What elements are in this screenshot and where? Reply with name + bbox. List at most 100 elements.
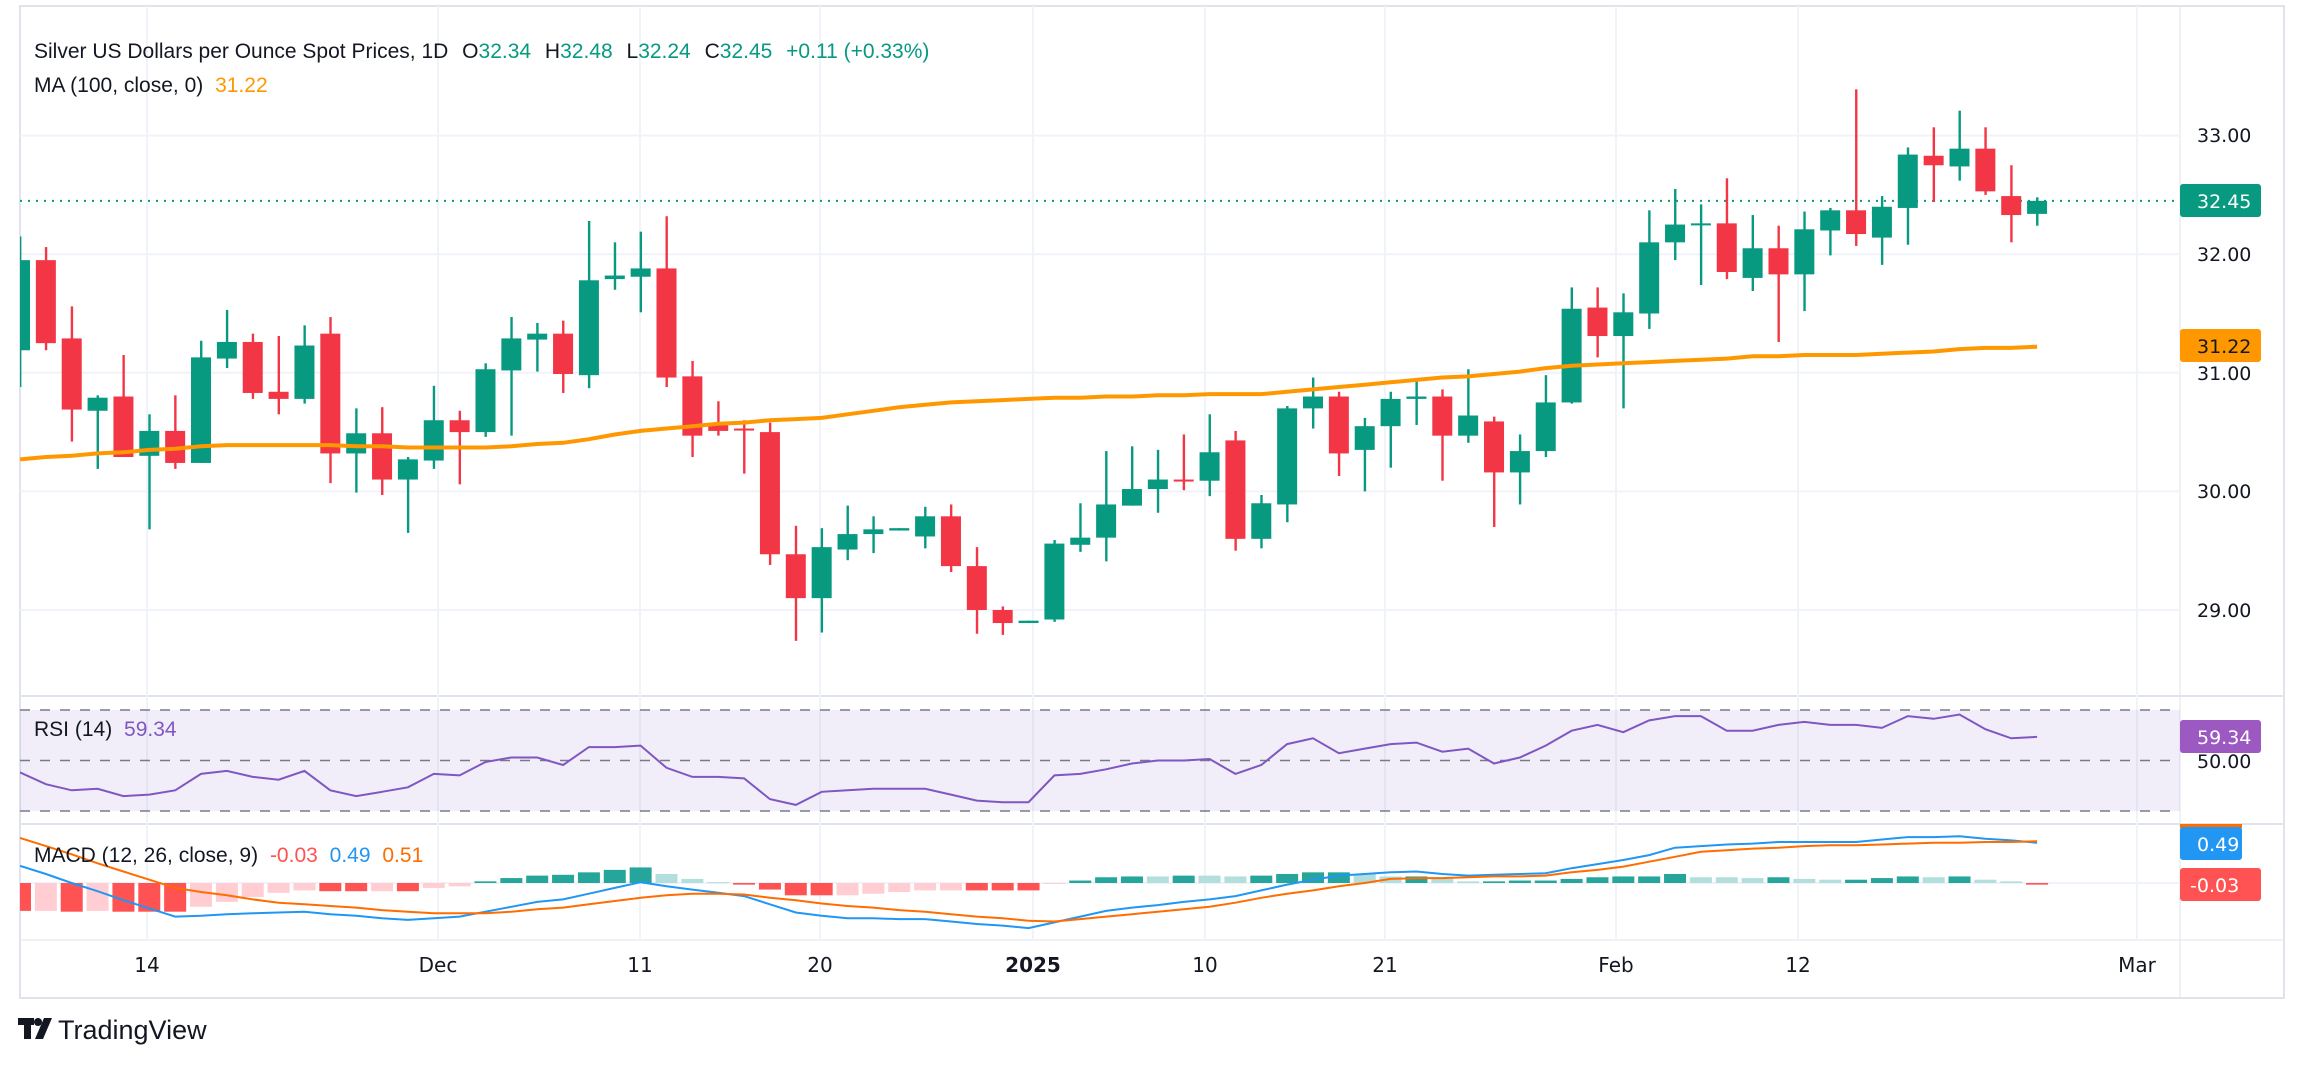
time-tick: 14	[134, 953, 159, 977]
candle	[191, 340, 212, 463]
candle	[1535, 375, 1556, 458]
candle	[1354, 417, 1375, 492]
macd-legend[interactable]: MACD (12, 26, close, 9) -0.03 0.49 0.51	[34, 844, 423, 867]
candle	[1794, 211, 1815, 312]
grid	[20, 6, 2180, 940]
chart-frame	[19, 5, 2285, 999]
histogram-bar	[810, 883, 833, 896]
high-label: H	[545, 40, 560, 63]
histogram-bar	[1224, 876, 1247, 883]
time-tick: 12	[1785, 953, 1810, 977]
candle	[1432, 389, 1453, 481]
candle	[2001, 165, 2022, 243]
histogram-bar	[1302, 872, 1324, 883]
candle	[1587, 287, 1608, 358]
histogram-bar	[1483, 881, 1506, 883]
candle	[1406, 378, 1427, 425]
candle	[1096, 451, 1117, 562]
open-label: O	[462, 40, 478, 63]
ma-legend[interactable]: MA (100, close, 0) 31.22	[34, 74, 268, 97]
candle	[527, 322, 548, 372]
candle-body	[61, 338, 82, 410]
candle	[1716, 178, 1737, 280]
candle	[139, 414, 160, 530]
candle	[320, 317, 341, 484]
histogram-bar	[784, 883, 807, 896]
histogram-bar	[1276, 873, 1299, 883]
candle-body	[1535, 402, 1556, 452]
rsi-badge	[2180, 720, 2261, 753]
close-value: 32.45	[720, 40, 773, 63]
symbol-title[interactable]: Silver US Dollars per Ounce Spot Prices,…	[34, 40, 448, 63]
candle	[423, 385, 444, 469]
macd-line	[20, 835, 2038, 930]
histogram-bar	[888, 883, 911, 893]
chart-legend: Silver US Dollars per Ounce Spot Prices,…	[34, 40, 929, 63]
candle	[578, 220, 599, 389]
candle	[1846, 89, 1867, 246]
candle	[1225, 430, 1246, 551]
candle	[1018, 620, 1039, 624]
candle	[785, 525, 806, 641]
price-tick: 32.00	[2197, 244, 2251, 266]
candle-body	[811, 547, 832, 599]
high-value: 32.48	[560, 40, 613, 63]
candle-body	[1251, 503, 1272, 539]
price-tick: 30.00	[2197, 481, 2251, 503]
candle	[1458, 369, 1479, 443]
candle-body	[1794, 229, 1815, 275]
price-axis[interactable]: 33.00 32.00 31.00 30.00 29.00 50.00 32.4…	[2180, 125, 2261, 901]
candle-body	[604, 275, 625, 280]
candle-body	[346, 433, 367, 454]
histogram-bar	[293, 883, 316, 891]
histogram-bar	[1870, 878, 1893, 883]
candle	[1923, 127, 1944, 203]
candle-body	[242, 341, 263, 393]
candle	[1251, 494, 1272, 549]
histogram-bar	[1586, 877, 1609, 883]
histogram-bar	[681, 878, 704, 883]
candle-body	[1768, 248, 1789, 275]
candle-body	[320, 333, 341, 454]
last-price-badge-text: 32.45	[2197, 191, 2251, 213]
histogram-bar	[190, 883, 213, 907]
rsi-levels	[20, 709, 2180, 812]
candle-wick	[1855, 89, 1858, 246]
histogram-bar	[20, 883, 31, 911]
macd-badge-text: 0.49	[2197, 834, 2239, 856]
close-label: C	[705, 40, 720, 63]
candle-body	[1975, 148, 1996, 192]
candle-body	[20, 260, 30, 351]
candle-wick	[1829, 207, 1832, 256]
candle-wick	[96, 395, 99, 469]
candle-wick	[1699, 204, 1703, 286]
candle	[501, 317, 522, 436]
time-tick: Feb	[1598, 953, 1633, 977]
open-value: 32.34	[479, 40, 532, 63]
candle-wick	[1389, 391, 1392, 468]
tradingview-logo[interactable]: TradingView	[18, 1015, 207, 1045]
time-axis[interactable]: 14 Dec 11 20 2025 10 21 Feb 12 Mar	[134, 953, 2156, 977]
histogram-bar	[1922, 877, 1945, 883]
histogram-bar	[2000, 881, 2023, 883]
candle-body	[1044, 543, 1065, 620]
change-value: +0.11 (+0.33%)	[786, 40, 929, 63]
histogram-bar	[60, 883, 83, 912]
time-tick: 11	[627, 953, 652, 977]
candle	[1561, 287, 1582, 404]
candle-body	[682, 376, 703, 436]
candle-wick	[1363, 417, 1367, 492]
histogram-bar	[1974, 879, 1997, 883]
ma-badge	[2180, 329, 2261, 362]
rsi-legend[interactable]: RSI (14) 59.34	[34, 718, 177, 741]
histogram-bar	[1250, 875, 1273, 883]
histogram-bar	[164, 883, 187, 912]
candle-body	[216, 341, 237, 359]
candle-wick	[225, 309, 229, 369]
candle-body	[915, 516, 936, 537]
candle	[734, 420, 755, 474]
candle	[708, 401, 729, 436]
time-tick: Dec	[419, 953, 458, 977]
tradingview-logo-icon	[18, 1018, 52, 1039]
